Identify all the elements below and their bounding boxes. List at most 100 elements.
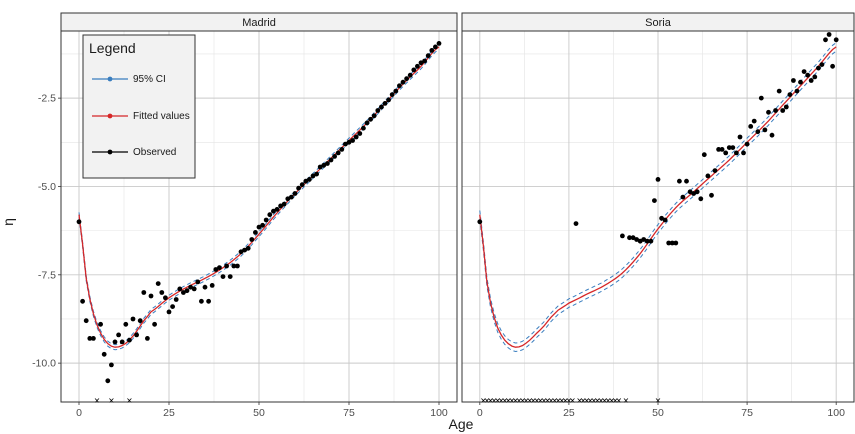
observed-point: [620, 233, 625, 239]
legend-item-fitted: Fitted values: [92, 111, 190, 122]
observed-point: [137, 318, 143, 324]
observed-point: [253, 230, 258, 235]
observed-point: [249, 237, 255, 242]
observed-point: [76, 219, 82, 225]
observed-point: [116, 332, 121, 338]
observed-point: [159, 290, 165, 295]
observed-point: [830, 63, 835, 69]
observed-point: [173, 297, 179, 302]
observed-point: [206, 298, 212, 304]
observed-point: [195, 279, 201, 285]
observed-point: [433, 44, 438, 50]
observed-point: [794, 88, 800, 94]
observed-point: [734, 150, 739, 156]
observed-point: [429, 48, 435, 53]
observed-point: [289, 194, 294, 200]
observed-point: [833, 37, 839, 43]
observed-point: [673, 240, 679, 246]
observed-point: [325, 161, 330, 166]
observed-point: [411, 67, 417, 73]
observed-point: [263, 217, 269, 223]
observed-point: [705, 173, 711, 179]
legend-label-fitted: Fitted values: [133, 111, 190, 122]
observed-point: [98, 321, 103, 327]
y-axis-ticks: -10.0 -7.5 -5.0 -2.5: [32, 93, 61, 370]
observed-point: [170, 304, 176, 309]
observed-point: [141, 290, 147, 295]
observed-point: [227, 274, 233, 279]
observed-point: [278, 203, 283, 209]
observed-point: [335, 150, 341, 156]
observed-point: [719, 147, 725, 152]
observed-point: [126, 337, 132, 343]
observed-point: [83, 318, 89, 324]
observed-point: [677, 178, 682, 184]
observed-point: [364, 120, 370, 126]
observed-point: [177, 286, 183, 292]
y-tick-label: -7.5: [38, 269, 56, 281]
observed-point: [101, 351, 107, 357]
observed-point: [346, 139, 352, 145]
panel-frame: [461, 30, 855, 403]
observed-point: [152, 321, 158, 327]
x-tick-label: 100: [827, 407, 845, 419]
observed-point: [357, 131, 363, 136]
observed-point: [634, 237, 639, 242]
observed-point: [235, 263, 240, 269]
y-tick-label: -5.0: [38, 181, 56, 193]
observed-point: [826, 32, 832, 37]
observed-point: [382, 101, 388, 106]
observed-point: [422, 58, 427, 64]
x-tick-label: 0: [76, 407, 82, 419]
observed-point: [425, 53, 431, 59]
observed-point: [317, 164, 323, 170]
legend: Legend 95% CI Fitted values Observed: [82, 34, 196, 179]
observed-point: [87, 336, 93, 341]
ci-upper-line: [78, 44, 440, 346]
observed-point: [119, 339, 125, 345]
observed-point: [112, 339, 118, 345]
observed-point: [712, 168, 718, 174]
observed-point: [217, 265, 222, 271]
observed-point: [371, 113, 377, 119]
observed-point: [281, 201, 287, 207]
observed-point: [691, 191, 696, 196]
observed-point: [644, 238, 650, 244]
observed-point: [166, 309, 172, 315]
ci-upper-line: [479, 42, 837, 344]
observed-point: [755, 129, 761, 135]
observed-point: [123, 321, 129, 327]
observed-point: [130, 316, 136, 322]
x-tick-label: 50: [652, 407, 664, 419]
observed-point: [627, 235, 632, 241]
observed-point: [181, 290, 186, 295]
observed-point: [353, 134, 359, 140]
observed-point: [737, 134, 743, 140]
observed-point: [209, 283, 215, 288]
observed-point: [723, 150, 729, 156]
observed-point: [109, 362, 114, 368]
observed-point: [798, 79, 803, 85]
observed-point: [202, 284, 208, 290]
observed-point: [231, 263, 237, 269]
observed-point: [787, 92, 793, 97]
observed-point: [415, 63, 420, 69]
observed-point: [769, 132, 775, 138]
observed-point: [332, 154, 337, 159]
observed-point: [256, 224, 262, 230]
observed-point: [199, 298, 204, 304]
observed-point: [314, 171, 319, 177]
facet-strip-label: Soria: [645, 17, 672, 29]
observed-point: [155, 281, 161, 286]
observed-point: [134, 332, 140, 338]
observed-point: [163, 295, 168, 301]
observed-point: [709, 192, 714, 198]
legend-item-ci: 95% CI: [92, 74, 166, 85]
observed-point: [808, 78, 814, 83]
x-tick-label: 75: [741, 407, 753, 419]
observed-point: [684, 178, 689, 184]
observed-point: [741, 150, 746, 156]
observed-point: [191, 286, 197, 292]
observed-point: [812, 74, 818, 80]
observed-point: [292, 191, 298, 196]
